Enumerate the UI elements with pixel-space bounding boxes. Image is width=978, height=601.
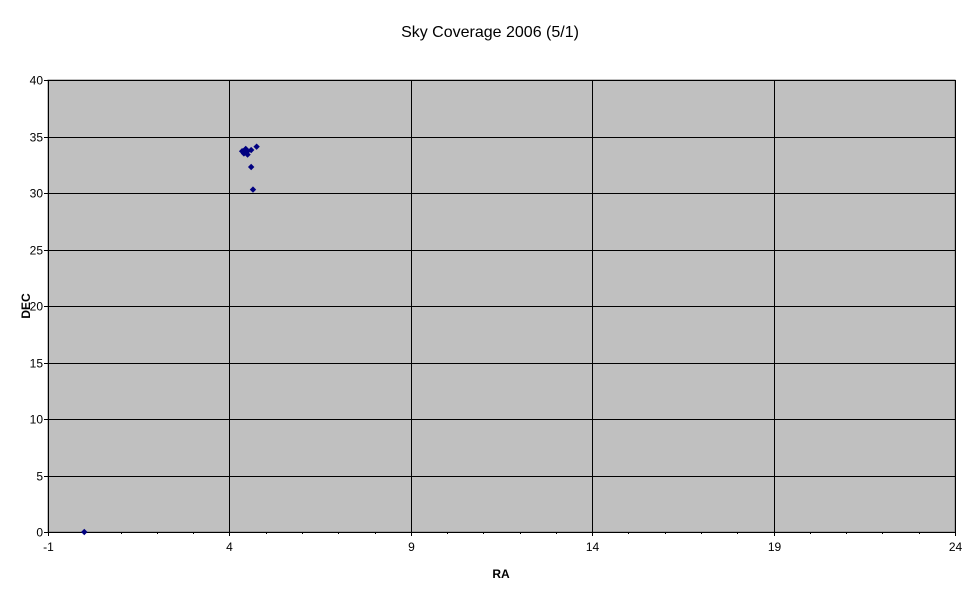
data-point-marker [244, 151, 251, 158]
x-tick-label: 19 [768, 540, 782, 554]
data-points [81, 143, 260, 536]
x-tick-label: 9 [408, 540, 415, 554]
x-tick-label: -1 [43, 540, 54, 554]
x-tick-label: 24 [949, 540, 963, 554]
data-point-marker [244, 147, 251, 155]
x-axis-title: RA [492, 567, 510, 581]
y-tick-label: 0 [36, 526, 43, 540]
data-point-marker [249, 186, 257, 193]
x-axis-ticks: -1 4 9 14 19 24 [43, 532, 962, 554]
y-tick-label: 10 [30, 413, 44, 427]
x-tick-label: 4 [226, 540, 233, 554]
y-axis-ticks: 0 5 10 15 20 25 30 35 40 [30, 74, 48, 540]
data-point-marker [81, 528, 88, 536]
y-tick-label: 40 [30, 74, 44, 88]
y-tick-label: 20 [30, 300, 44, 314]
y-axis-title: DEC [19, 293, 33, 319]
y-tick-label: 30 [30, 187, 44, 201]
data-point-marker [253, 143, 260, 150]
data-point-marker [247, 146, 255, 154]
data-point-marker [247, 163, 255, 171]
y-tick-label: 15 [30, 357, 44, 371]
x-tick-label: 14 [586, 540, 600, 554]
grid-lines [48, 80, 956, 533]
chart-title: Sky Coverage 2006 (5/1) [401, 24, 579, 41]
y-tick-label: 35 [30, 131, 44, 145]
y-tick-label: 5 [36, 470, 43, 484]
y-tick-label: 25 [30, 244, 44, 258]
